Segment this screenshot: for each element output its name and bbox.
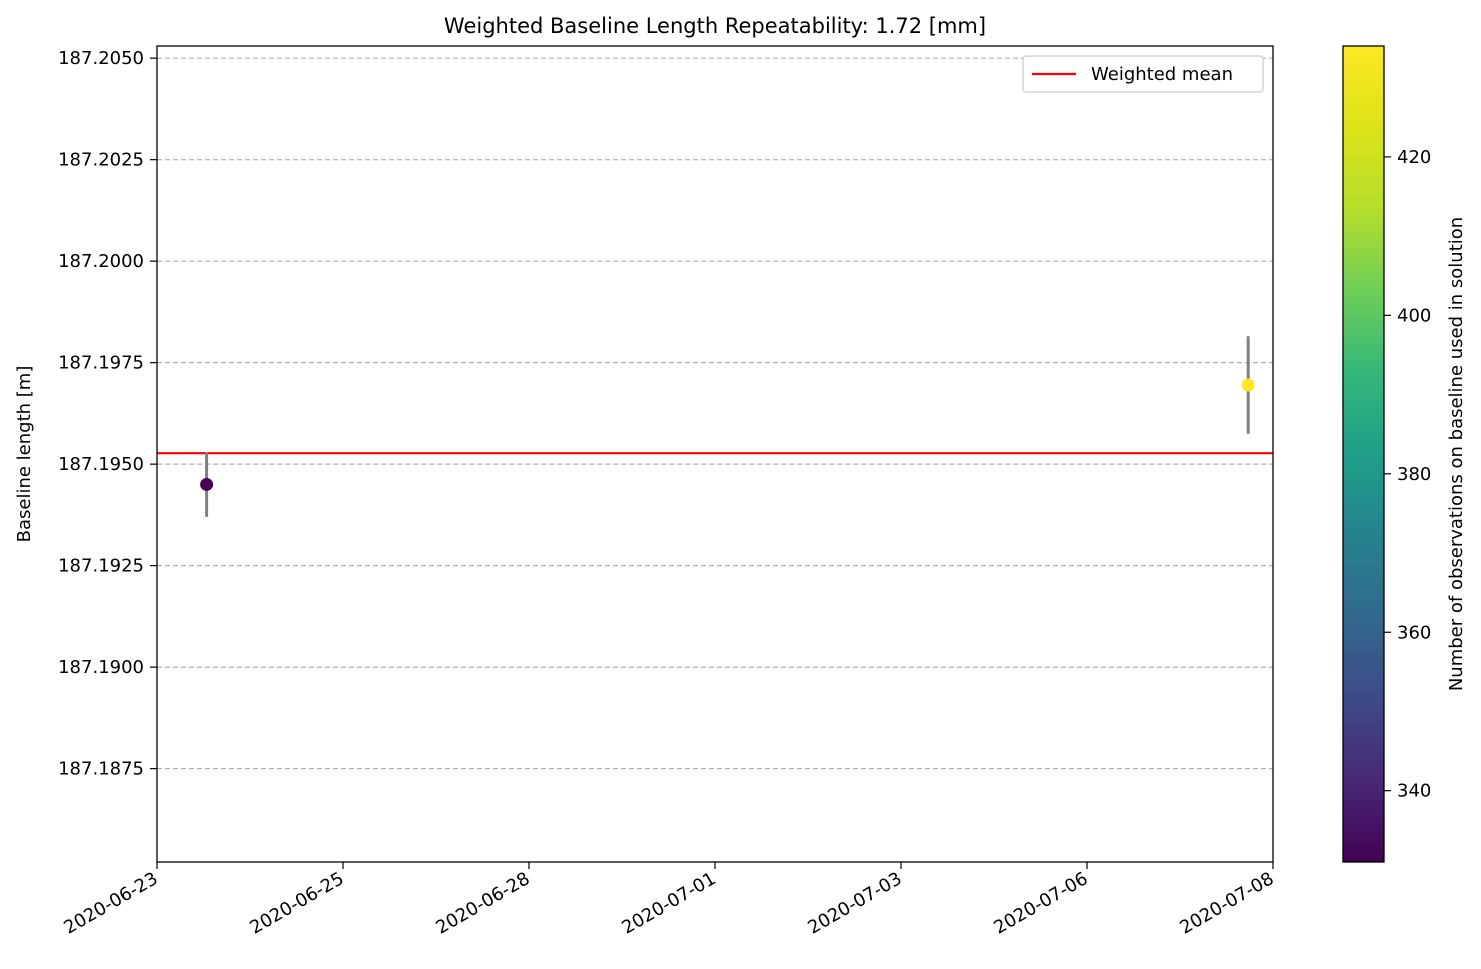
- x-tick-label: 2020-06-25: [246, 868, 347, 938]
- legend: Weighted mean: [1022, 55, 1264, 93]
- y-tick-label: 187.1925: [58, 556, 144, 577]
- y-tick-label: 187.2000: [58, 251, 144, 272]
- y-tick-label: 187.2025: [58, 150, 144, 171]
- colorbar-tick-label: 420: [1397, 147, 1431, 168]
- y-axis-label: Baseline length [m]: [14, 366, 35, 543]
- colorbar-tick-label: 380: [1397, 464, 1431, 485]
- colorbar-tick-label: 360: [1397, 622, 1431, 643]
- data-point: [1241, 378, 1255, 392]
- x-tick-label: 2020-07-06: [990, 868, 1091, 938]
- colorbar-label: Number of observations on baseline used …: [1446, 217, 1467, 691]
- colorbar: 340 360 380 400 420 Number of observations o…: [1342, 45, 1467, 863]
- chart-title: Weighted Baseline Length Repeatability: …: [444, 14, 986, 38]
- y-tick-label: 187.1875: [58, 759, 144, 780]
- y-tick-label: 187.1975: [58, 353, 144, 374]
- legend-label-weighted-mean: Weighted mean: [1091, 64, 1233, 85]
- colorbar-tick-label: 400: [1397, 305, 1431, 326]
- x-axis-ticks: 2020-06-23 2020-06-25 2020-06-28 2020-07-01…: [60, 862, 1278, 939]
- legend-box: [1022, 55, 1264, 93]
- y-axis-ticks: 187.1875 187.1900 187.1925 187.1950 187.1975…: [58, 48, 157, 780]
- colorbar-gradient: [1342, 45, 1385, 863]
- colorbar-ticks: 340 360 380 400 420: [1384, 147, 1431, 802]
- x-tick-label: 2020-07-01: [618, 868, 719, 938]
- y-tick-label: 187.1900: [58, 657, 144, 678]
- x-tick-label: 2020-07-03: [804, 868, 905, 938]
- data-points: [200, 336, 1255, 517]
- plot-frame: [156, 45, 1274, 863]
- x-tick-label: 2020-06-23: [60, 868, 161, 938]
- y-tick-label: 187.1950: [58, 454, 144, 475]
- colorbar-tick-label: 340: [1397, 781, 1431, 802]
- y-gridlines: [157, 57, 1273, 770]
- y-tick-label: 187.2050: [58, 48, 144, 69]
- data-point: [200, 477, 214, 491]
- x-tick-label: 2020-06-28: [432, 868, 533, 938]
- x-tick-label: 2020-07-08: [1176, 868, 1277, 938]
